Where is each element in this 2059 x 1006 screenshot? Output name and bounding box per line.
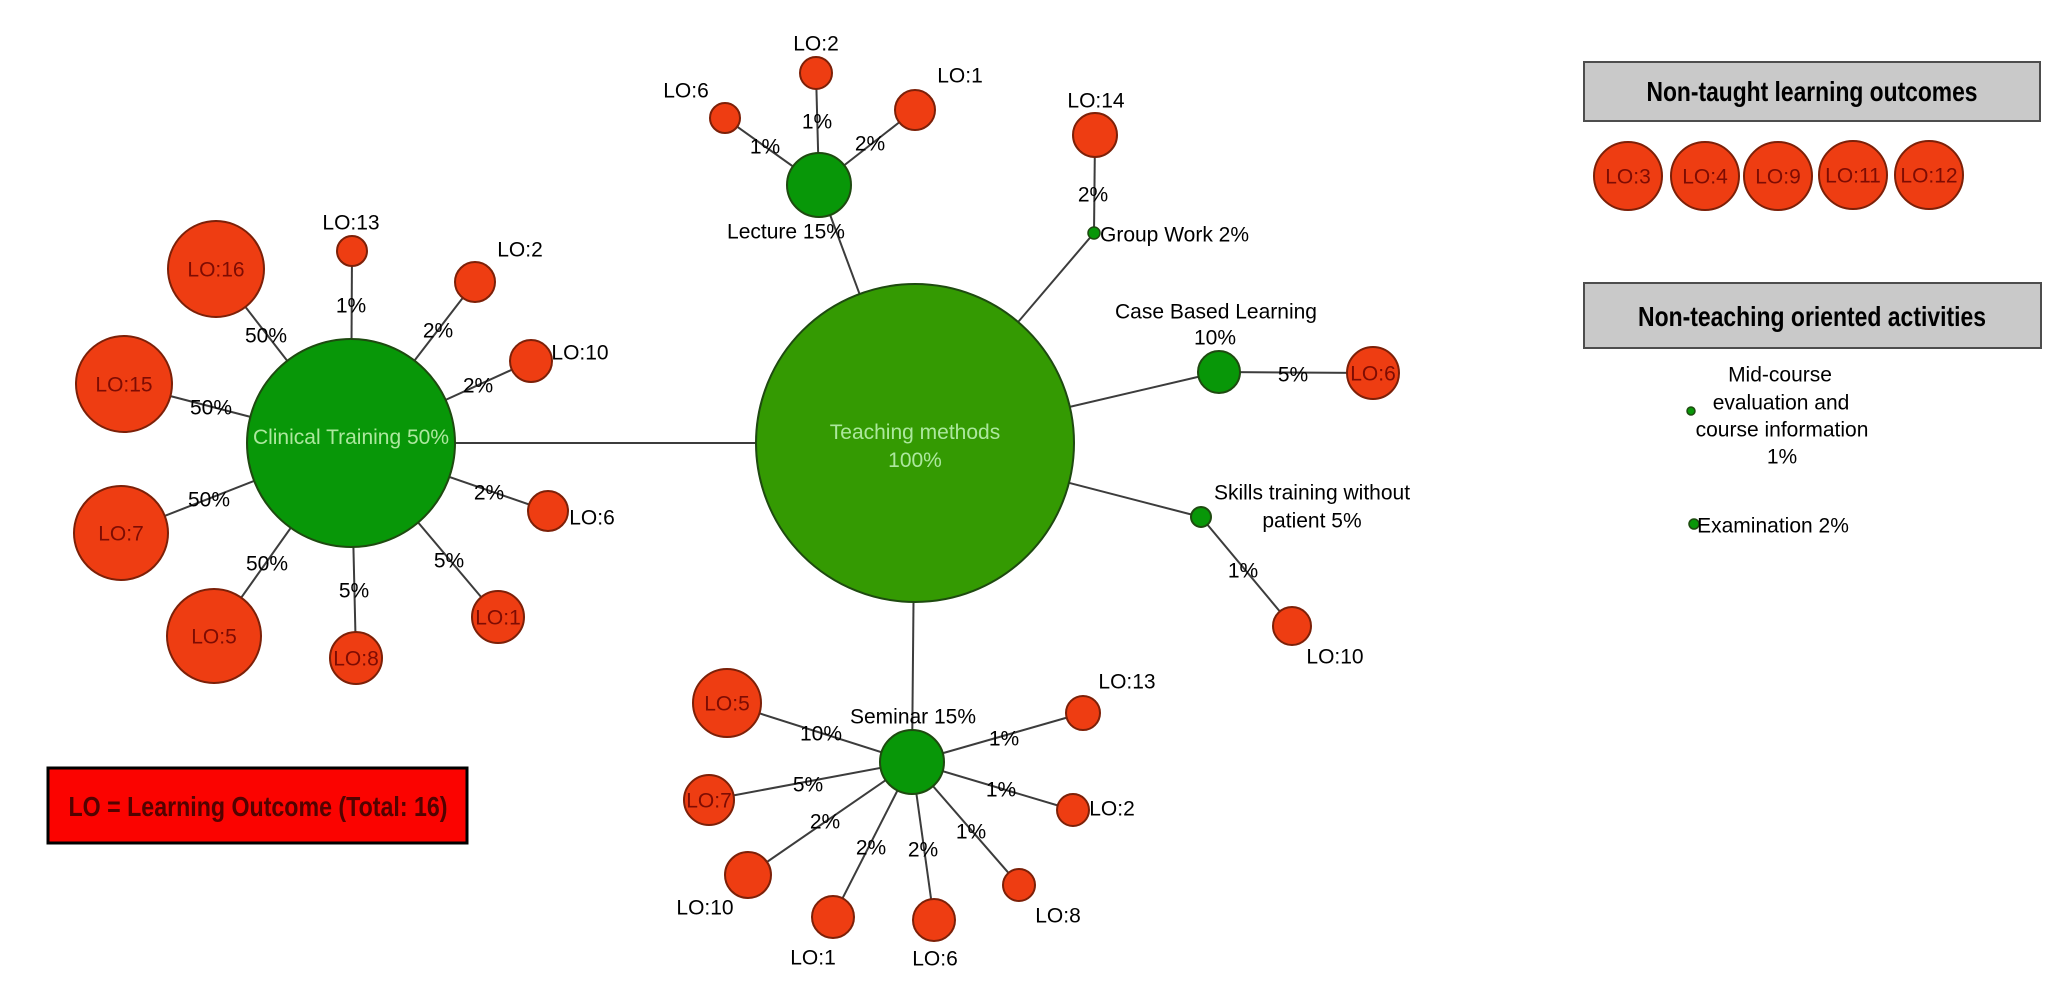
svg-text:LO:6: LO:6 [663, 80, 709, 103]
svg-text:1%: 1% [1228, 560, 1258, 583]
svg-text:2%: 2% [856, 837, 886, 860]
svg-text:Non-teaching oriented activiti: Non-teaching oriented activities [1638, 301, 1986, 332]
svg-text:LO:13: LO:13 [322, 212, 379, 235]
svg-text:Clinical Training 50%: Clinical Training 50% [253, 426, 449, 449]
svg-text:evaluation and: evaluation and [1713, 392, 1850, 415]
svg-text:LO:8: LO:8 [1035, 905, 1081, 928]
svg-text:LO:6: LO:6 [1350, 363, 1396, 386]
svg-text:LO = Learning Outcome (Total:: LO = Learning Outcome (Total: 16) [69, 791, 448, 822]
svg-text:LO:10: LO:10 [1306, 646, 1363, 669]
svg-text:Skills training without: Skills training without [1214, 482, 1410, 505]
svg-text:LO:2: LO:2 [793, 33, 839, 56]
svg-text:LO:7: LO:7 [686, 790, 732, 813]
svg-text:1%: 1% [1767, 446, 1797, 469]
svg-text:2%: 2% [908, 839, 938, 862]
svg-text:50%: 50% [188, 489, 230, 512]
svg-text:LO:11: LO:11 [1825, 165, 1881, 188]
svg-text:1%: 1% [750, 136, 780, 159]
svg-text:LO:15: LO:15 [95, 374, 152, 397]
svg-text:LO:6: LO:6 [912, 948, 958, 971]
svg-text:LO:14: LO:14 [1067, 90, 1125, 113]
svg-text:50%: 50% [190, 397, 232, 420]
svg-text:1%: 1% [802, 111, 832, 134]
svg-text:2%: 2% [463, 375, 493, 398]
svg-text:50%: 50% [246, 553, 288, 576]
svg-text:LO:12: LO:12 [1900, 165, 1957, 188]
svg-text:5%: 5% [793, 774, 823, 797]
svg-text:2%: 2% [855, 133, 885, 156]
svg-text:Examination 2%: Examination 2% [1697, 515, 1849, 538]
svg-text:1%: 1% [956, 821, 986, 844]
svg-text:LO:2: LO:2 [1089, 798, 1135, 821]
svg-text:2%: 2% [1078, 184, 1108, 207]
svg-text:50%: 50% [245, 325, 287, 348]
svg-text:5%: 5% [1278, 364, 1308, 387]
svg-text:Non-taught learning outcomes: Non-taught learning outcomes [1647, 76, 1978, 107]
svg-text:Mid-course: Mid-course [1728, 364, 1832, 387]
svg-text:1%: 1% [986, 779, 1016, 802]
svg-text:LO:5: LO:5 [191, 626, 237, 649]
svg-text:LO:1: LO:1 [937, 65, 983, 88]
svg-text:LO:1: LO:1 [475, 607, 521, 630]
svg-text:LO:10: LO:10 [551, 342, 608, 365]
svg-text:LO:10: LO:10 [676, 897, 733, 920]
svg-text:10%: 10% [800, 723, 842, 746]
svg-text:LO:8: LO:8 [333, 648, 379, 671]
svg-text:LO:1: LO:1 [790, 947, 836, 970]
svg-text:LO:13: LO:13 [1098, 671, 1155, 694]
svg-text:1%: 1% [336, 295, 366, 318]
svg-text:Teaching methods: Teaching methods [830, 421, 1000, 444]
svg-text:Seminar 15%: Seminar 15% [850, 706, 976, 729]
svg-text:LO:4: LO:4 [1682, 166, 1728, 189]
svg-text:Group Work 2%: Group Work 2% [1100, 224, 1249, 247]
svg-text:Lecture 15%: Lecture 15% [727, 221, 845, 244]
svg-text:2%: 2% [810, 811, 840, 834]
svg-text:Case Based Learning: Case Based Learning [1115, 301, 1317, 324]
svg-text:LO:5: LO:5 [704, 693, 750, 716]
svg-text:1%: 1% [989, 728, 1019, 751]
svg-text:LO:6: LO:6 [569, 507, 615, 530]
svg-text:LO:9: LO:9 [1755, 166, 1801, 189]
svg-text:2%: 2% [423, 320, 453, 343]
svg-text:5%: 5% [434, 550, 464, 573]
svg-text:LO:7: LO:7 [98, 523, 144, 546]
svg-text:100%: 100% [888, 449, 942, 472]
svg-text:5%: 5% [339, 580, 369, 603]
svg-text:10%: 10% [1194, 327, 1236, 350]
svg-text:LO:16: LO:16 [187, 259, 244, 282]
svg-text:course information: course information [1696, 419, 1869, 442]
svg-text:LO:2: LO:2 [497, 239, 543, 262]
svg-text:2%: 2% [474, 482, 504, 505]
svg-text:patient 5%: patient 5% [1262, 510, 1361, 533]
svg-text:LO:3: LO:3 [1605, 166, 1651, 189]
